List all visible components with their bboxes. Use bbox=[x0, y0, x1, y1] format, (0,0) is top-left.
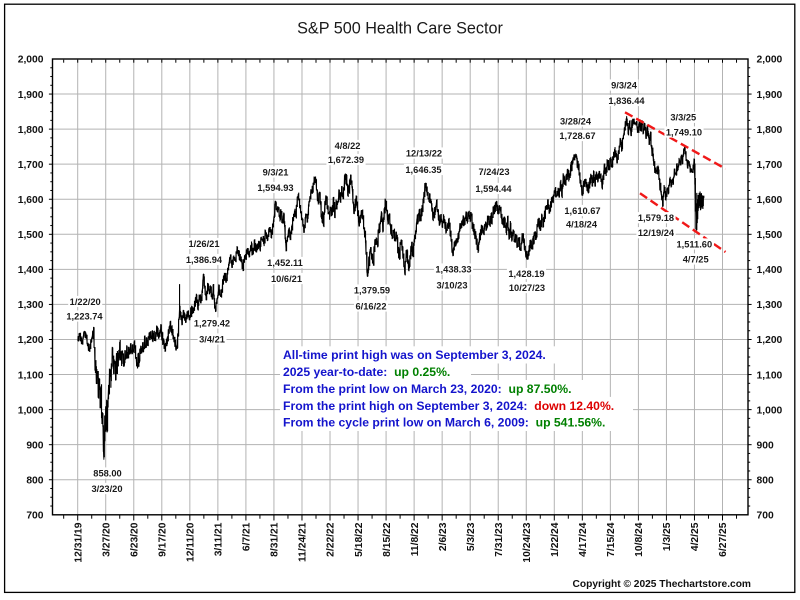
svg-text:1,700: 1,700 bbox=[18, 160, 44, 171]
svg-text:800: 800 bbox=[26, 475, 43, 486]
svg-text:2/6/23: 2/6/23 bbox=[438, 522, 449, 551]
svg-text:1,836.44: 1,836.44 bbox=[608, 96, 645, 106]
svg-text:1,749.10: 1,749.10 bbox=[666, 127, 702, 137]
svg-text:4/8/22: 4/8/22 bbox=[335, 141, 361, 151]
svg-text:1,452.11: 1,452.11 bbox=[267, 258, 303, 268]
svg-text:6/27/25: 6/27/25 bbox=[718, 522, 729, 557]
svg-text:10/27/23: 10/27/23 bbox=[509, 283, 545, 293]
svg-text:12/19/24: 12/19/24 bbox=[638, 228, 675, 238]
svg-text:From the print low on March 23: From the print low on March 23, 2020: up… bbox=[283, 382, 572, 396]
svg-text:1,511.60: 1,511.60 bbox=[676, 239, 712, 249]
svg-text:1,900: 1,900 bbox=[757, 90, 783, 101]
svg-text:From the print high on Septemb: From the print high on September 3, 2024… bbox=[283, 399, 614, 413]
svg-text:2/22/22: 2/22/22 bbox=[326, 522, 337, 557]
svg-text:1/26/21: 1/26/21 bbox=[188, 239, 219, 249]
svg-text:1,200: 1,200 bbox=[18, 335, 44, 346]
svg-text:10/6/21: 10/6/21 bbox=[271, 274, 302, 284]
svg-text:11/24/21: 11/24/21 bbox=[298, 522, 309, 562]
svg-text:1,672.39: 1,672.39 bbox=[328, 155, 364, 165]
svg-text:858.00: 858.00 bbox=[93, 468, 121, 478]
svg-text:6/23/20: 6/23/20 bbox=[129, 522, 140, 557]
svg-text:1,100: 1,100 bbox=[18, 370, 44, 381]
svg-text:1,600: 1,600 bbox=[757, 195, 783, 206]
svg-text:1,279.42: 1,279.42 bbox=[194, 318, 230, 328]
svg-text:12/13/22: 12/13/22 bbox=[406, 148, 442, 158]
svg-text:10/8/24: 10/8/24 bbox=[634, 522, 645, 557]
svg-text:5/3/23: 5/3/23 bbox=[466, 522, 477, 551]
svg-text:1,100: 1,100 bbox=[757, 370, 783, 381]
svg-text:5/18/22: 5/18/22 bbox=[354, 522, 365, 557]
svg-text:1,800: 1,800 bbox=[18, 125, 44, 136]
svg-text:1,386.94: 1,386.94 bbox=[186, 255, 223, 265]
svg-text:2025 year-to-date: up 0.25%.: 2025 year-to-date: up 0.25%. bbox=[283, 365, 450, 379]
svg-text:1,800: 1,800 bbox=[757, 125, 783, 136]
svg-text:6/7/21: 6/7/21 bbox=[242, 522, 253, 551]
svg-text:1,728.67: 1,728.67 bbox=[559, 131, 595, 141]
svg-text:1,610.67: 1,610.67 bbox=[564, 206, 600, 216]
svg-text:12/11/20: 12/11/20 bbox=[186, 522, 197, 562]
svg-text:1,300: 1,300 bbox=[757, 300, 783, 311]
svg-text:11/8/22: 11/8/22 bbox=[410, 522, 421, 556]
svg-text:1,200: 1,200 bbox=[757, 335, 783, 346]
svg-text:1,600: 1,600 bbox=[18, 195, 44, 206]
svg-text:3/27/20: 3/27/20 bbox=[101, 522, 112, 557]
svg-text:8/15/22: 8/15/22 bbox=[382, 522, 393, 557]
svg-text:3/4/21: 3/4/21 bbox=[199, 334, 225, 344]
svg-text:1/22/20: 1/22/20 bbox=[70, 297, 101, 307]
svg-text:7/31/23: 7/31/23 bbox=[494, 522, 505, 557]
svg-text:1,400: 1,400 bbox=[18, 265, 44, 276]
svg-text:12/31/19: 12/31/19 bbox=[73, 522, 84, 562]
svg-text:1,594.93: 1,594.93 bbox=[257, 183, 293, 193]
svg-text:1/3/25: 1/3/25 bbox=[662, 522, 673, 551]
svg-text:1,646.35: 1,646.35 bbox=[405, 165, 441, 175]
svg-text:800: 800 bbox=[757, 475, 774, 486]
svg-text:900: 900 bbox=[757, 440, 774, 451]
svg-text:9/3/24: 9/3/24 bbox=[611, 80, 638, 90]
svg-text:1,438.33: 1,438.33 bbox=[435, 264, 471, 274]
svg-text:3/3/25: 3/3/25 bbox=[670, 113, 696, 123]
svg-text:1,000: 1,000 bbox=[757, 405, 783, 416]
svg-text:3/11/21: 3/11/21 bbox=[214, 522, 225, 556]
svg-text:1,900: 1,900 bbox=[18, 90, 44, 101]
svg-text:Copyright © 2025 Thechartstore: Copyright © 2025 Thechartstore.com bbox=[573, 579, 751, 590]
svg-text:9/17/20: 9/17/20 bbox=[158, 522, 169, 557]
svg-text:1,500: 1,500 bbox=[757, 230, 783, 241]
svg-text:S&P 500 Health Care Sector: S&P 500 Health Care Sector bbox=[297, 20, 503, 38]
svg-text:7/24/23: 7/24/23 bbox=[478, 167, 509, 177]
svg-text:4/2/25: 4/2/25 bbox=[690, 522, 701, 551]
svg-text:700: 700 bbox=[757, 511, 774, 522]
svg-text:900: 900 bbox=[26, 440, 43, 451]
svg-text:4/18/24: 4/18/24 bbox=[566, 219, 598, 229]
svg-text:1,579.18: 1,579.18 bbox=[638, 213, 674, 223]
svg-text:700: 700 bbox=[26, 511, 43, 522]
svg-text:2,000: 2,000 bbox=[757, 55, 783, 66]
svg-text:9/3/21: 9/3/21 bbox=[263, 167, 289, 177]
svg-text:1,000: 1,000 bbox=[18, 405, 44, 416]
svg-text:2,000: 2,000 bbox=[18, 55, 44, 66]
svg-text:10/24/23: 10/24/23 bbox=[522, 522, 533, 562]
svg-text:6/16/22: 6/16/22 bbox=[355, 301, 386, 311]
svg-text:7/15/24: 7/15/24 bbox=[606, 522, 617, 557]
svg-text:1,300: 1,300 bbox=[18, 300, 44, 311]
svg-text:1/22/24: 1/22/24 bbox=[550, 522, 561, 557]
svg-text:3/28/24: 3/28/24 bbox=[560, 116, 592, 126]
svg-text:3/23/20: 3/23/20 bbox=[91, 484, 122, 494]
svg-text:All-time print high was on Sep: All-time print high was on September 3, … bbox=[283, 348, 546, 362]
svg-text:1,500: 1,500 bbox=[18, 230, 44, 241]
svg-text:1,700: 1,700 bbox=[757, 160, 783, 171]
svg-text:From the cycle print low on Ma: From the cycle print low on March 6, 200… bbox=[283, 416, 605, 430]
svg-text:8/31/21: 8/31/21 bbox=[270, 522, 281, 557]
svg-text:1,400: 1,400 bbox=[757, 265, 783, 276]
svg-text:1,223.74: 1,223.74 bbox=[66, 311, 103, 321]
svg-text:1,428.19: 1,428.19 bbox=[508, 269, 544, 279]
svg-text:4/17/24: 4/17/24 bbox=[578, 522, 589, 557]
svg-text:1,594.44: 1,594.44 bbox=[475, 184, 512, 194]
svg-text:1,379.59: 1,379.59 bbox=[354, 285, 390, 295]
svg-text:3/10/23: 3/10/23 bbox=[436, 280, 467, 290]
svg-text:4/7/25: 4/7/25 bbox=[683, 254, 709, 264]
